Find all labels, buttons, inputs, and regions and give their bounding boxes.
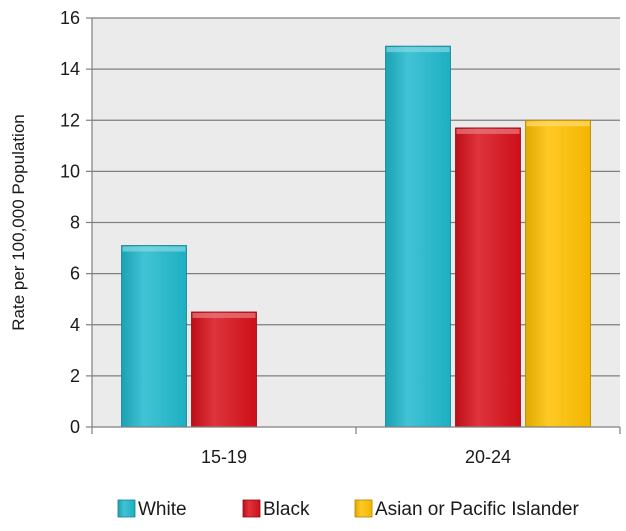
bar-highlight <box>122 246 186 252</box>
legend-swatch <box>117 499 136 518</box>
y-tick-label: 6 <box>70 264 80 284</box>
y-tick-label: 12 <box>60 110 80 130</box>
x-tick-labels: 15-19 20-24 <box>201 447 511 467</box>
bar-asian-or-pacific-islander-20-24 <box>525 119 591 428</box>
bar-highlight <box>192 312 256 318</box>
axes <box>86 17 621 434</box>
bar-white-20-24 <box>385 45 451 428</box>
legend-label: Asian or Pacific Islander <box>375 499 579 520</box>
x-tick-label: 20-24 <box>465 447 511 467</box>
bar-black-20-24 <box>455 127 521 428</box>
y-tick-label: 0 <box>70 417 80 437</box>
bar-highlight <box>456 128 520 134</box>
legend-swatch <box>354 499 373 518</box>
x-tick-label: 15-19 <box>201 447 247 467</box>
y-tick-label: 14 <box>60 59 80 79</box>
legend-label: Black <box>263 499 310 520</box>
bar-highlight <box>386 47 450 53</box>
bar-white-15-19 <box>121 245 187 428</box>
y-tick-label: 2 <box>70 366 80 386</box>
y-tick-label: 16 <box>60 8 80 28</box>
bars <box>121 45 591 428</box>
legend-swatch <box>242 499 261 518</box>
legend: White Black Asian or Pacific Islander <box>117 499 579 520</box>
bar-black-15-19 <box>191 311 257 428</box>
y-tick-label: 8 <box>70 213 80 233</box>
y-tick-label: 4 <box>70 315 80 335</box>
y-tick-labels: 0 2 4 6 8 10 12 14 16 <box>60 8 80 437</box>
y-tick-label: 10 <box>60 161 80 181</box>
y-axis-title: Rate per 100,000 Population <box>9 114 28 330</box>
legend-label: White <box>138 499 187 520</box>
bar-highlight <box>526 121 590 127</box>
